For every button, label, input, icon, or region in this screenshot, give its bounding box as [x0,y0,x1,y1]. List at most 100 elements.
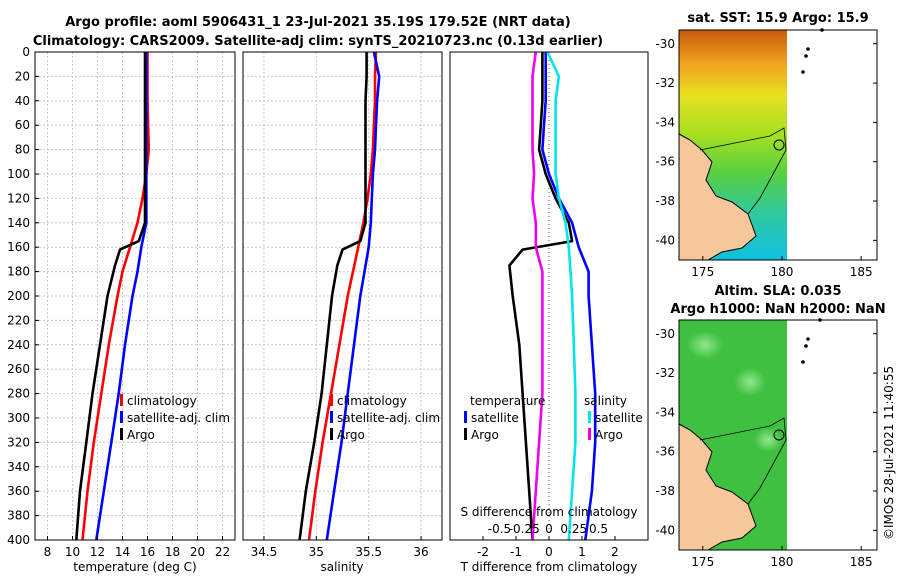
difference-xtick-label: 1 [578,545,586,559]
depth-tick-label: 140 [7,216,30,230]
bathymetry-contour [699,127,787,215]
depth-tick-label: 20 [15,69,30,83]
difference-xtick-label: 2 [611,545,619,559]
depth-tick-label: 200 [7,289,30,303]
depth-tick-label: 240 [7,338,30,352]
salinity-axes-box [242,51,443,541]
depth-tick-label: 40 [15,94,30,108]
legend-argo-swatch [330,428,333,440]
salinity-xlabel: salinity [320,560,363,574]
sla-map: Altim. SLA: 0.035 Argo h1000: NaN h2000:… [655,284,885,569]
depth-tick-label: 340 [7,460,30,474]
legend-sal-satellite-label: satellite [595,411,643,425]
temperature-xtick-label: 22 [215,545,230,559]
map-lon-tick-label: 180 [771,555,794,569]
map-lon-tick-label: 185 [850,265,873,279]
legend-climatology-label: climatology [127,394,197,408]
map-lon-tick-label: 175 [691,555,714,569]
map-lat-tick-label: -32 [655,76,675,90]
depth-tick-label: 120 [7,191,30,205]
legend-sal-satellite-swatch [588,411,591,423]
sst-map-title: sat. SST: 15.9 Argo: 15.9 [687,11,868,26]
island-dot [806,337,810,341]
s-difference-xlabel: S difference from climatology [461,505,638,519]
temperature-xtick-label: 18 [165,545,180,559]
island-dot [804,344,808,348]
difference-xtick-label: -1 [510,545,522,559]
sla-anomaly [754,428,782,452]
depth-tick-label: 280 [7,387,30,401]
imos-watermark: ©IMOS 28-Jul-2021 11:40:55 [882,366,896,540]
sst-map: sat. SST: 15.9 Argo: 15.9 -30 -32 -34 -36 -3… [655,11,878,279]
legend-temp-argo-swatch [464,428,467,440]
s-difference-tick-label: 0.25 [560,522,587,536]
difference-salinity-satellite-line [546,51,577,541]
sla-map-frame [678,319,878,551]
s-difference-tick-label: 0.5 [589,522,608,536]
temperature-xtick-label: 14 [115,545,130,559]
depth-tick-label: 80 [15,143,30,157]
difference-salinity-argo-line [531,51,544,541]
map-lat-tick-label: -36 [655,155,675,169]
sla-anomaly [734,368,766,396]
legend-sal-argo-swatch [588,428,591,440]
difference-legend: temperature satellite Argo salinity sate… [464,394,643,442]
legend-argo-swatch [120,428,123,440]
temperature-xtick-label: 12 [90,545,105,559]
depth-tick-label: 380 [7,509,30,523]
depth-tick-label: 160 [7,240,30,254]
salinity-xtick-label: 36 [413,545,428,559]
argo-float-marker [773,429,785,441]
map-lat-tick-label: -30 [655,37,675,51]
difference-panel: -2 -1 0 1 2 -0.5-0.25 0 0.25 0.5 S difference f… [449,51,649,574]
title-line-2: Climatology: CARS2009. Satellite-adj cli… [33,34,603,49]
sla-map-title-2: Argo h1000: NaN h2000: NaN [670,302,885,317]
s-difference-tick-label: -0.25 [509,522,540,536]
temperature-xtick-label: 16 [140,545,155,559]
salinity-panel: 34.5 35 35.5 36 salinity climatology satell… [242,51,443,574]
argo-float-marker [773,139,785,151]
legend-argo-label: Argo [127,428,155,442]
island-dot [806,47,810,51]
title-line-1: Argo profile: aoml 5906431_1 23-Jul-2021… [65,15,571,30]
new-zealand-land [678,423,757,551]
s-difference-tick-label: 0 [545,522,553,536]
s-difference-tick-label: -0.5 [488,522,511,536]
map-lat-tick-label: -34 [655,405,675,419]
no-data-area [787,320,877,550]
legend-satellite-swatch [330,411,333,423]
map-lat-tick-label: -34 [655,115,675,129]
temperature-legend: climatology satellite-adj. clim Argo [120,394,230,442]
salinity-xtick-label: 35 [309,545,324,559]
legend-satellite-swatch [120,411,123,423]
depth-tick-label: 260 [7,362,30,376]
island-dot [801,360,805,364]
sla-anomaly [687,331,723,359]
legend-temp-argo-label: Argo [471,428,499,442]
map-lat-tick-label: -40 [655,523,675,537]
legend-satellite-label: satellite-adj. clim [337,411,440,425]
map-lat-tick-label: -32 [655,366,675,380]
island-dot [804,54,808,58]
legend-temp-satellite-swatch [464,411,467,423]
temperature-argo-line [75,52,147,541]
temperature-xtick-label: 10 [65,545,80,559]
legend-temperature-title: temperature [470,394,545,408]
no-data-area [787,30,877,260]
temperature-xtick-label: 8 [44,545,52,559]
map-lon-tick-label: 180 [771,265,794,279]
salinity-argo-line [298,52,368,541]
temperature-climatology-line [81,52,151,541]
map-lat-tick-label: -30 [655,327,675,341]
legend-argo-label: Argo [337,428,365,442]
depth-tick-label: 400 [7,533,30,547]
salinity-satellite-adj-clim-line [325,51,381,541]
map-lat-tick-label: -40 [655,233,675,247]
temperature-xlabel: temperature (deg C) [73,560,196,574]
temperature-satellite-adj-clim-line [95,52,148,541]
sla-map-title-1: Altim. SLA: 0.035 [715,284,842,299]
depth-tick-label: 360 [7,484,30,498]
depth-tick-label: 0 [22,45,30,59]
map-lat-tick-label: -38 [655,194,675,208]
temperature-panel: 8 10 12 14 16 18 20 22 0 20 40 60 80 100 120 140 160 180… [7,45,236,574]
